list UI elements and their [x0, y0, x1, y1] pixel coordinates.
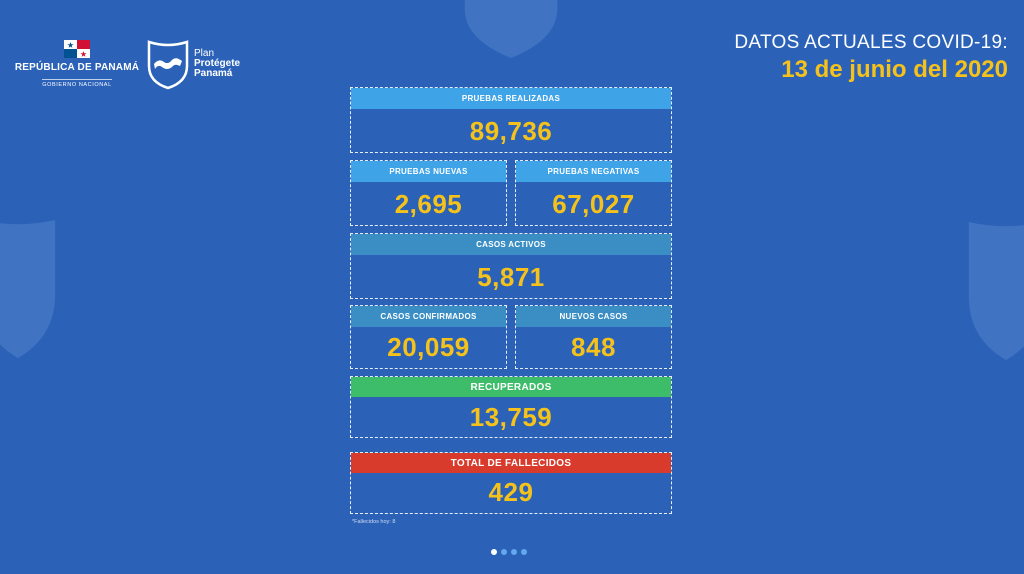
value-pruebas-nuevas: 2,695 [394, 188, 463, 219]
card-recuperados [350, 376, 672, 438]
card-pruebas-realizadas [350, 87, 672, 153]
plan-text-line2: Protégete [194, 58, 241, 69]
value-recuperados: 13,759 [469, 401, 553, 432]
plan-logo: Plan Protégete Panamá [146, 38, 240, 90]
panama-flag-icon [64, 40, 90, 58]
label-pruebas-negativas: PRUEBAS NEGATIVAS [516, 161, 671, 182]
card-nuevos-casos [515, 305, 672, 369]
government-logo: REPÚBLICA DE PANAMÁ GOBIERNO NACIONAL [14, 40, 140, 91]
background-shield-icon-left [0, 220, 56, 358]
label-pruebas-nuevas: PRUEBAS NUEVAS [351, 161, 506, 182]
value-casos-confirmados: 20,059 [387, 331, 470, 362]
government-subtitle: GOBIERNO NACIONAL [42, 79, 112, 88]
value-pruebas-realizadas: 89,736 [469, 115, 553, 146]
card-fallecidos [350, 452, 672, 514]
card-casos-activos [350, 233, 672, 299]
pager-dot-3[interactable] [511, 549, 517, 555]
label-casos-confirmados: CASOS CONFIRMADOS [351, 306, 506, 327]
pager-dot-2[interactable] [501, 549, 507, 555]
label-pruebas-realizadas: PRUEBAS REALIZADAS [351, 88, 671, 109]
value-fallecidos: 429 [488, 476, 534, 507]
plan-text-line3: Panamá [194, 68, 233, 79]
value-nuevos-casos: 848 [571, 331, 616, 362]
government-name: REPÚBLICA DE PANAMÁ [14, 62, 140, 73]
page-title: DATOS ACTUALES COVID-19: [734, 32, 1008, 53]
card-pruebas-negativas [515, 160, 672, 226]
card-pruebas-nuevas [350, 160, 507, 226]
value-pruebas-negativas: 67,027 [552, 188, 635, 219]
value-casos-activos: 5,871 [477, 261, 545, 292]
pager-dot-1[interactable] [491, 549, 497, 555]
plan-shield-icon [147, 40, 189, 90]
footnote: *Fallecidos hoy: 8 [352, 519, 396, 525]
pager-dot-4[interactable] [521, 549, 527, 555]
label-nuevos-casos: NUEVOS CASOS [516, 306, 671, 327]
card-casos-confirmados [350, 305, 507, 369]
label-recuperados: RECUPERADOS [351, 377, 671, 397]
background-shield-icon-right [968, 222, 1024, 360]
label-casos-activos: CASOS ACTIVOS [351, 234, 671, 255]
header-right: DATOS ACTUALES COVID-19: 13 de junio del… [734, 32, 1008, 84]
report-date: 13 de junio del 2020 [781, 56, 1008, 83]
background-shield-icon-top [464, 0, 558, 58]
carousel-pager [491, 549, 527, 555]
plan-text-line1: Plan [194, 48, 215, 59]
label-fallecidos: TOTAL DE FALLECIDOS [351, 453, 671, 473]
